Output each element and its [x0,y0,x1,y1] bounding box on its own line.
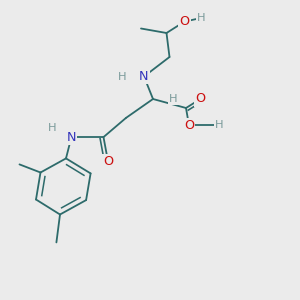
Text: O: O [179,15,190,28]
Text: H: H [118,71,127,82]
Text: O: O [184,119,194,132]
Text: N: N [67,130,76,144]
Text: O: O [195,92,206,106]
Text: N: N [139,70,149,83]
Text: H: H [215,120,223,130]
Text: H: H [169,94,178,104]
Text: O: O [103,155,113,168]
Text: H: H [48,123,57,134]
Text: H: H [197,13,205,23]
